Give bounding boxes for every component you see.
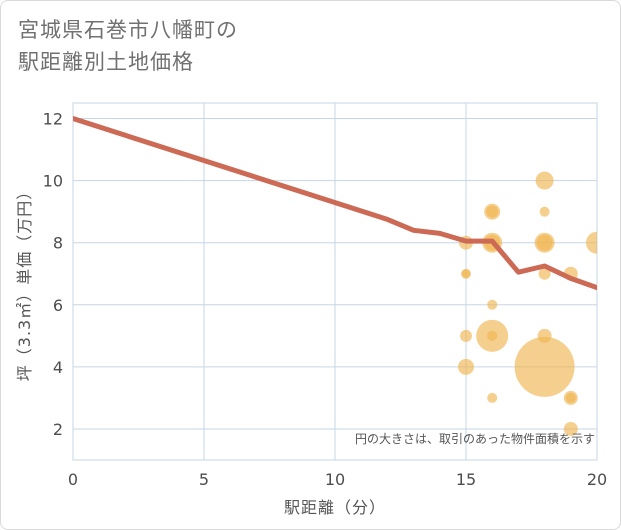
y-tick-label: 12 bbox=[43, 110, 63, 129]
data-bubble bbox=[538, 267, 551, 280]
data-bubble bbox=[486, 205, 499, 218]
trend-layer bbox=[73, 116, 597, 291]
data-bubble bbox=[536, 234, 553, 251]
data-bubble bbox=[460, 329, 472, 342]
size-annotation: 円の大きさは、取引のあった物件面積を示す bbox=[355, 431, 595, 446]
y-axis-label: 坪（3.3㎡）単価（万円） bbox=[15, 183, 34, 381]
data-bubble bbox=[514, 336, 575, 397]
data-bubble bbox=[487, 330, 498, 341]
y-tick-label: 6 bbox=[53, 296, 63, 315]
data-bubble bbox=[563, 421, 578, 436]
x-axis-label: 駅距離（分） bbox=[284, 498, 386, 517]
chart-title: 宮城県石巻市八幡町の 駅距離別土地価格 bbox=[18, 14, 238, 78]
data-bubble bbox=[565, 392, 576, 403]
tick-labels: 0 5 10 15 20 2 4 6 8 10 12 bbox=[43, 110, 608, 489]
data-bubble bbox=[462, 269, 470, 278]
y-tick-label: 4 bbox=[53, 358, 63, 377]
y-tick-label: 10 bbox=[43, 172, 63, 191]
x-tick-label: 0 bbox=[68, 470, 78, 489]
data-bubble bbox=[458, 358, 474, 375]
y-tick-label: 2 bbox=[53, 420, 63, 439]
data-bubble bbox=[586, 231, 597, 254]
title-line-1: 宮城県石巻市八幡町の bbox=[18, 18, 238, 42]
x-tick-label: 5 bbox=[199, 470, 209, 489]
data-bubble bbox=[539, 206, 550, 217]
data-bubble bbox=[487, 299, 498, 310]
y-tick-label: 8 bbox=[53, 234, 63, 253]
grid-lines bbox=[72, 103, 598, 460]
x-tick-label: 10 bbox=[325, 470, 345, 489]
x-tick-label: 15 bbox=[456, 470, 476, 489]
data-bubble bbox=[535, 171, 554, 190]
title-line-2: 駅距離別土地価格 bbox=[18, 50, 194, 74]
trend-line bbox=[73, 116, 597, 291]
x-tick-label: 20 bbox=[587, 470, 607, 489]
data-bubble bbox=[487, 392, 498, 403]
